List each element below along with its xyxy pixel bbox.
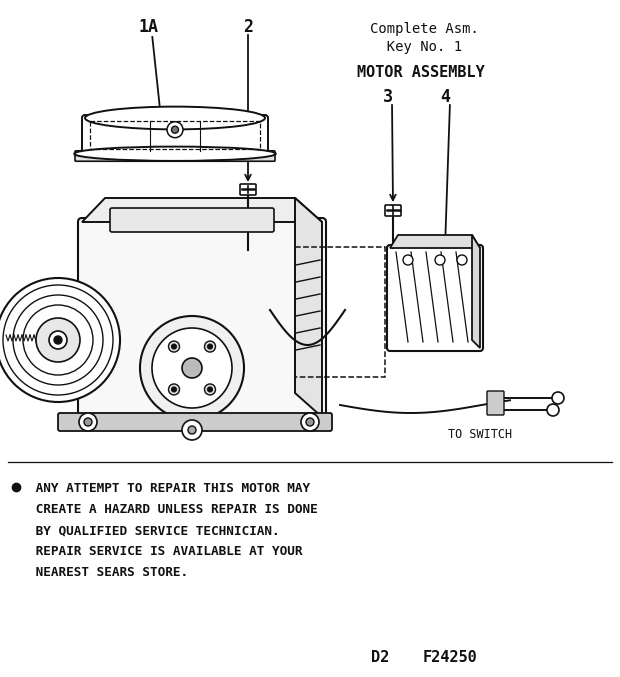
Bar (295, 247, 385, 377)
Circle shape (306, 418, 314, 426)
Circle shape (547, 404, 559, 416)
Circle shape (167, 122, 183, 137)
Circle shape (208, 387, 213, 392)
Circle shape (140, 316, 244, 420)
FancyBboxPatch shape (385, 205, 401, 216)
Circle shape (205, 384, 216, 395)
Circle shape (152, 328, 232, 408)
Circle shape (169, 384, 180, 395)
Circle shape (403, 255, 413, 265)
Text: Key No. 1: Key No. 1 (370, 40, 462, 54)
Text: ANY ATTEMPT TO REPAIR THIS MOTOR MAY: ANY ATTEMPT TO REPAIR THIS MOTOR MAY (28, 482, 310, 495)
Polygon shape (82, 198, 322, 222)
Circle shape (0, 278, 120, 402)
Circle shape (169, 341, 180, 352)
Circle shape (36, 318, 80, 362)
FancyBboxPatch shape (75, 151, 275, 161)
Text: 4: 4 (440, 88, 450, 106)
Text: D2: D2 (371, 650, 389, 665)
Polygon shape (390, 235, 480, 248)
Circle shape (172, 344, 177, 349)
Circle shape (172, 387, 177, 392)
Text: MOTOR ASSEMBLY: MOTOR ASSEMBLY (357, 65, 485, 80)
Circle shape (552, 392, 564, 404)
Text: BY QUALIFIED SERVICE TECHNICIAN.: BY QUALIFIED SERVICE TECHNICIAN. (28, 524, 280, 537)
FancyBboxPatch shape (58, 413, 332, 431)
FancyBboxPatch shape (82, 115, 268, 157)
Circle shape (182, 420, 202, 440)
Circle shape (435, 255, 445, 265)
Text: 2: 2 (243, 18, 253, 36)
Circle shape (172, 126, 179, 133)
Circle shape (49, 331, 67, 349)
Text: 1A: 1A (138, 18, 158, 36)
Text: Complete Asm.: Complete Asm. (370, 22, 479, 36)
Circle shape (208, 344, 213, 349)
Polygon shape (295, 198, 322, 417)
Circle shape (205, 341, 216, 352)
Ellipse shape (85, 106, 265, 129)
FancyBboxPatch shape (78, 218, 326, 421)
Bar (90, 121, 260, 148)
FancyBboxPatch shape (487, 391, 504, 415)
Text: 3: 3 (383, 88, 393, 106)
Circle shape (84, 418, 92, 426)
Ellipse shape (74, 147, 276, 161)
Circle shape (54, 336, 62, 344)
FancyBboxPatch shape (387, 245, 483, 351)
Circle shape (457, 255, 467, 265)
Text: TO SWITCH: TO SWITCH (448, 428, 512, 441)
Text: F24250: F24250 (423, 650, 477, 665)
FancyBboxPatch shape (240, 184, 256, 195)
Polygon shape (112, 210, 272, 222)
Circle shape (79, 413, 97, 431)
Text: NEAREST SEARS STORE.: NEAREST SEARS STORE. (28, 566, 188, 579)
Polygon shape (472, 235, 480, 348)
Circle shape (301, 413, 319, 431)
FancyBboxPatch shape (110, 208, 274, 232)
Text: REPAIR SERVICE IS AVAILABLE AT YOUR: REPAIR SERVICE IS AVAILABLE AT YOUR (28, 545, 303, 558)
Circle shape (182, 358, 202, 378)
Text: CREATE A HAZARD UNLESS REPAIR IS DONE: CREATE A HAZARD UNLESS REPAIR IS DONE (28, 503, 317, 516)
Circle shape (188, 426, 196, 434)
